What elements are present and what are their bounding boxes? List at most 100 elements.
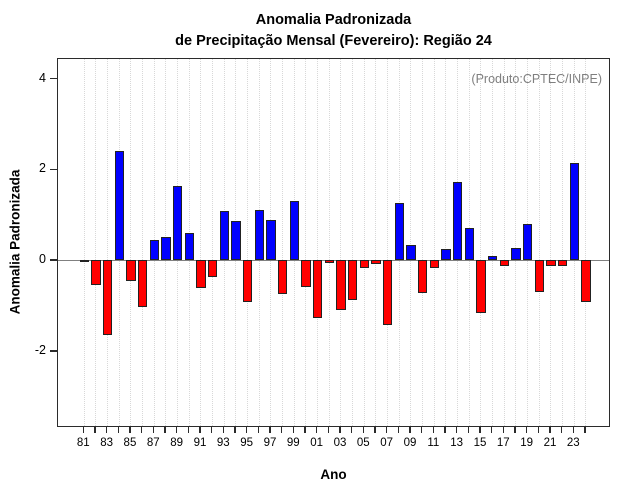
- x-axis-tick: [105, 427, 108, 433]
- bar-18: [511, 247, 521, 261]
- x-axis-tick: [152, 427, 155, 433]
- x-axis-tick: [245, 427, 248, 433]
- gridline: [340, 59, 342, 426]
- bar-06: [371, 260, 381, 265]
- bar-00: [301, 260, 311, 288]
- bar-96: [254, 209, 265, 261]
- gridline: [282, 59, 284, 426]
- bar-17: [499, 260, 510, 266]
- gridline: [550, 59, 552, 426]
- x-axis-tick: [327, 427, 330, 433]
- bar-20: [534, 260, 545, 292]
- x-axis-tick: [397, 427, 400, 433]
- x-axis-tick: [175, 427, 178, 433]
- bar-91: [196, 260, 206, 289]
- chart-title: Anomalia Padronizada de Precipitação Men…: [57, 10, 610, 52]
- x-axis-tick: [304, 427, 306, 433]
- x-axis-tick: [385, 427, 388, 433]
- bar-13: [452, 181, 463, 261]
- x-axis-tick: [455, 427, 458, 433]
- x-axis-tick: [549, 427, 551, 433]
- x-axis-tick: [432, 427, 435, 433]
- x-axis-tick-label: 03: [333, 437, 347, 449]
- gridline: [538, 59, 540, 426]
- x-axis-tick: [514, 427, 516, 433]
- x-axis-tick-label: 09: [403, 437, 417, 449]
- x-axis-tick: [280, 427, 283, 433]
- x-axis-tick: [82, 427, 85, 433]
- bar-15: [476, 260, 486, 313]
- x-axis-tick-label: 13: [450, 437, 464, 449]
- bar-14: [464, 227, 475, 261]
- gridline: [352, 59, 354, 426]
- y-axis-tick: [50, 77, 57, 80]
- gridline: [83, 59, 85, 426]
- x-axis-tick: [234, 427, 236, 433]
- bar-88: [161, 236, 171, 261]
- bar-85: [126, 260, 136, 281]
- y-axis-tick: [50, 259, 57, 261]
- bar-83: [102, 260, 113, 336]
- bar-19: [522, 224, 533, 261]
- x-axis-tick-label: 97: [263, 437, 277, 449]
- bar-21: [546, 260, 556, 266]
- y-axis-tick-label: 0: [39, 252, 46, 267]
- x-axis-tick: [129, 427, 131, 433]
- x-axis-tick-label: 15: [473, 437, 487, 449]
- gridline: [200, 59, 202, 426]
- x-axis-tick: [420, 427, 423, 433]
- x-axis-tick-label: 81: [76, 437, 90, 449]
- y-axis-tick: [50, 168, 57, 171]
- gridline: [317, 59, 319, 426]
- gridline: [95, 59, 97, 426]
- gridline: [212, 59, 214, 426]
- x-axis-tick: [292, 427, 295, 433]
- gridline: [515, 59, 517, 426]
- gridline: [142, 59, 144, 426]
- x-axis-tick: [350, 427, 353, 433]
- x-axis-tick: [560, 427, 563, 433]
- x-axis-tick: [362, 427, 365, 433]
- bar-24: [581, 260, 591, 302]
- gridline: [492, 59, 494, 426]
- bar-11: [429, 260, 440, 269]
- x-axis-tick-label: 83: [100, 437, 114, 449]
- gridline: [585, 59, 587, 426]
- gridline: [363, 59, 365, 426]
- x-axis-tick: [409, 427, 411, 433]
- x-axis-tick: [164, 427, 166, 433]
- bar-84: [114, 151, 125, 261]
- gridline: [328, 59, 330, 426]
- gridline: [130, 59, 132, 426]
- x-axis-tick: [117, 427, 120, 433]
- x-axis-tick: [187, 427, 190, 433]
- bar-03: [336, 260, 346, 311]
- bar-98: [277, 260, 288, 295]
- bar-04: [347, 260, 358, 301]
- x-axis-tick: [467, 427, 470, 433]
- bar-90: [184, 233, 195, 261]
- x-axis-tick: [490, 427, 493, 433]
- x-axis-tick: [479, 427, 481, 433]
- gridline: [375, 59, 377, 426]
- bar-87: [149, 239, 160, 261]
- gridline: [503, 59, 505, 426]
- gridline: [422, 59, 424, 426]
- x-axis-tick-label: 95: [240, 437, 254, 449]
- bar-99: [289, 200, 300, 261]
- x-axis-tick: [584, 427, 586, 433]
- x-axis-tick-label: 01: [310, 437, 324, 449]
- bar-95: [242, 260, 253, 302]
- bar-08: [394, 202, 405, 261]
- bar-09: [406, 244, 416, 261]
- x-axis-tick-label: 07: [380, 437, 394, 449]
- x-axis-title: Ano: [320, 467, 347, 482]
- gridline: [107, 59, 109, 426]
- y-axis-tick-label: -2: [34, 343, 46, 358]
- y-axis-tick: [50, 350, 57, 352]
- x-axis-tick: [537, 427, 540, 433]
- gridline: [433, 59, 435, 426]
- x-axis-tick-label: 85: [123, 437, 137, 449]
- bar-12: [441, 249, 451, 261]
